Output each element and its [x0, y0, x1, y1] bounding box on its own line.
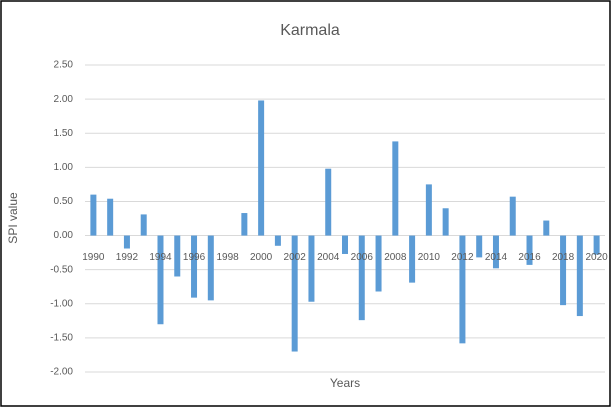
x-tick-label: 1996 [183, 252, 206, 263]
x-tick-label: 2014 [485, 252, 508, 263]
x-tick-label: 1990 [82, 252, 105, 263]
bar [593, 235, 600, 255]
bar [90, 194, 97, 236]
x-tick-label: 2020 [585, 252, 608, 263]
bar [157, 235, 164, 325]
bar [325, 168, 332, 236]
bar [509, 196, 516, 236]
bar [560, 235, 567, 306]
x-tick-label: 2008 [384, 252, 407, 263]
bar [492, 235, 499, 269]
x-tick-label: 2010 [418, 252, 441, 263]
bar [241, 213, 248, 236]
bar [358, 235, 365, 321]
bar [543, 220, 550, 236]
y-tick-label: -1.00 [50, 298, 73, 309]
bar [459, 235, 466, 344]
bar [375, 235, 382, 292]
x-tick-label: 2006 [351, 252, 374, 263]
chart-title: Karmala [280, 22, 340, 39]
bar [425, 184, 432, 236]
x-tick-label: 2012 [451, 252, 474, 263]
bar [442, 208, 449, 236]
y-tick-label: 1.00 [54, 162, 74, 173]
bar [476, 235, 483, 258]
x-tick-label: 2004 [317, 252, 340, 263]
bar [274, 235, 281, 246]
bar [174, 235, 181, 277]
bar [526, 235, 533, 265]
x-tick-label: 2000 [250, 252, 273, 263]
bar [342, 235, 348, 254]
bar [191, 235, 198, 298]
bar [409, 235, 416, 283]
bar [258, 100, 265, 236]
y-tick-label: -0.50 [50, 264, 73, 275]
bar [291, 235, 298, 352]
x-tick-label: 2016 [518, 252, 541, 263]
x-tick-label: 2018 [552, 252, 575, 263]
bar [207, 235, 214, 301]
bar [308, 235, 315, 302]
x-tick-label: 1998 [216, 252, 239, 263]
bar [392, 141, 399, 236]
y-tick-label: -2.00 [50, 367, 73, 378]
y-tick-label: 2.50 [54, 60, 74, 71]
y-tick-label: 0.00 [54, 230, 74, 241]
y-axis-label: SPI value [6, 192, 20, 244]
bar [123, 235, 130, 249]
y-tick-label: 1.50 [54, 128, 74, 139]
bar [576, 235, 583, 317]
y-tick-label: 0.50 [54, 196, 74, 207]
x-tick-label: 2002 [284, 252, 307, 263]
x-tick-label: 1994 [149, 252, 172, 263]
y-tick-label: 2.00 [54, 94, 74, 105]
y-tick-label: -1.50 [50, 333, 73, 344]
x-tick-label: 1992 [116, 252, 139, 263]
bar [140, 214, 147, 236]
bar [107, 198, 114, 236]
x-axis-label: Years [330, 376, 360, 390]
